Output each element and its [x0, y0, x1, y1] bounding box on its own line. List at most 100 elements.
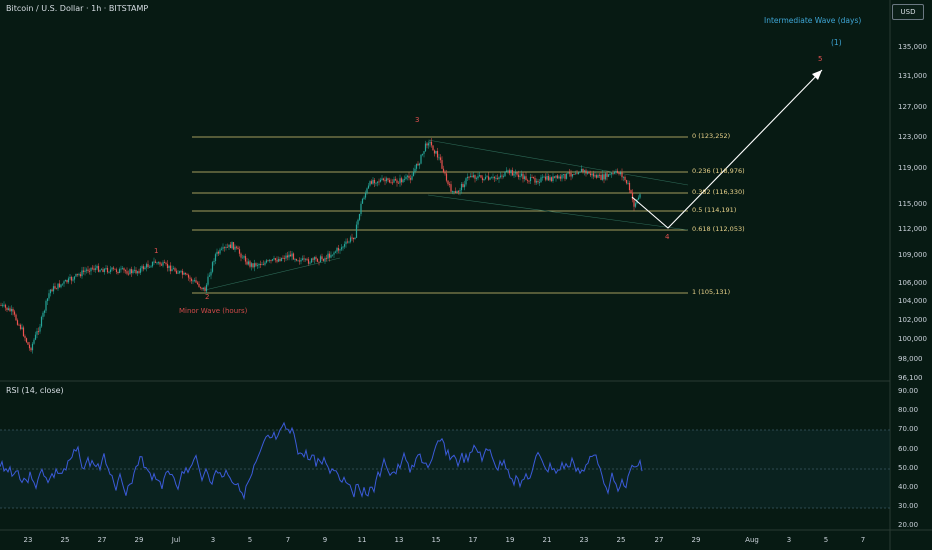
candle-body	[519, 175, 521, 178]
candle-body	[262, 264, 265, 266]
candle-body	[508, 170, 511, 174]
candle-body	[127, 273, 130, 275]
candle-body	[87, 269, 89, 271]
candle-body	[46, 298, 49, 302]
candle-body	[277, 259, 280, 262]
candle-body	[241, 257, 244, 259]
candle-body	[72, 279, 74, 281]
candle-body	[615, 170, 617, 173]
fib-retracement[interactable]	[192, 136, 688, 294]
candle-body	[253, 263, 256, 268]
candle-body	[433, 150, 436, 154]
currency-button[interactable]: USD	[892, 4, 924, 20]
candle-body	[19, 324, 22, 329]
candle-body	[235, 246, 238, 248]
candle-body	[633, 199, 635, 207]
fib-label-1: 1 (105,131)	[692, 288, 731, 296]
candle-body	[91, 267, 94, 269]
date-tick: 27	[654, 536, 664, 544]
candle-body	[97, 266, 100, 272]
price-tick: 112,000	[898, 225, 927, 233]
candle-body	[451, 191, 454, 193]
candle-body	[204, 287, 206, 292]
price-tick: 135,000	[898, 43, 927, 51]
candle-body	[216, 251, 218, 255]
rsi-tick: 50.00	[898, 464, 919, 472]
price-tick: 127,000	[898, 103, 927, 111]
candle-body	[67, 278, 70, 283]
candle-body	[364, 193, 367, 198]
candle-body	[109, 269, 112, 272]
candle-body	[504, 171, 506, 177]
candle-body	[493, 176, 496, 179]
candle-body	[138, 271, 140, 273]
candle-body	[426, 143, 428, 146]
candle-body	[343, 244, 346, 247]
candle-body	[168, 265, 170, 269]
candle-body	[402, 179, 404, 183]
date-tick: 9	[322, 536, 328, 544]
candle-body	[79, 274, 82, 277]
candle-body	[213, 260, 215, 263]
candle-body	[321, 256, 323, 260]
trendline-lower[interactable]	[427, 194, 689, 231]
candle-body	[289, 254, 292, 257]
candle-body	[202, 287, 205, 290]
candle-body	[228, 244, 230, 248]
candle-body	[63, 281, 65, 284]
candle-body	[573, 174, 575, 175]
candle-body	[301, 258, 304, 260]
candle-body	[352, 237, 355, 240]
rsi-tick: 80.00	[898, 406, 919, 414]
candle-body	[88, 270, 91, 272]
candle-body	[396, 180, 398, 183]
candle-body	[445, 173, 448, 181]
trendline-upper[interactable]	[427, 139, 689, 186]
candle-body	[408, 175, 410, 179]
candle-body	[7, 308, 10, 311]
candle-body	[250, 263, 253, 267]
candle-body	[93, 268, 95, 270]
candle-body	[271, 259, 274, 261]
candle-body	[307, 259, 310, 264]
candle-body	[244, 256, 247, 262]
candle-body	[318, 261, 320, 263]
candle-body	[78, 274, 80, 276]
wave-number-2: 2	[205, 293, 210, 301]
date-tick: 21	[542, 536, 552, 544]
candle-body	[567, 172, 569, 174]
candle-body	[394, 179, 397, 181]
candle-body	[595, 175, 598, 178]
candle-body	[249, 261, 251, 267]
candle-body	[592, 173, 595, 177]
candle-body	[76, 273, 79, 275]
date-tick: 23	[23, 536, 33, 544]
candle-body	[424, 143, 427, 152]
rsi-line[interactable]	[0, 421, 643, 501]
candle-body	[609, 174, 611, 176]
candle-body	[480, 175, 482, 178]
rsi-indicator-label[interactable]: RSI (14, close)	[6, 386, 64, 395]
candle-body	[246, 261, 248, 265]
candle-body	[414, 168, 416, 172]
symbol-title[interactable]: Bitcoin / U.S. Dollar · 1h · BITSTAMP	[6, 4, 149, 13]
candle-body	[594, 175, 596, 177]
date-tick: 25	[616, 536, 626, 544]
candle-body	[625, 180, 628, 184]
candle-body	[219, 249, 221, 254]
candle-body	[1, 304, 4, 306]
candle-body	[588, 171, 590, 174]
candle-body	[240, 253, 242, 258]
candle-body	[354, 237, 356, 240]
candle-body	[346, 241, 349, 243]
candle-body	[363, 197, 365, 199]
trendline-wave2[interactable]	[204, 257, 341, 291]
candle-body	[124, 270, 127, 272]
wave-projection-path[interactable]	[631, 69, 823, 229]
candle-body	[456, 191, 458, 193]
price-candles[interactable]	[0, 138, 641, 354]
candle-body	[18, 324, 20, 326]
candle-body	[294, 259, 296, 260]
candle-body	[420, 154, 422, 164]
